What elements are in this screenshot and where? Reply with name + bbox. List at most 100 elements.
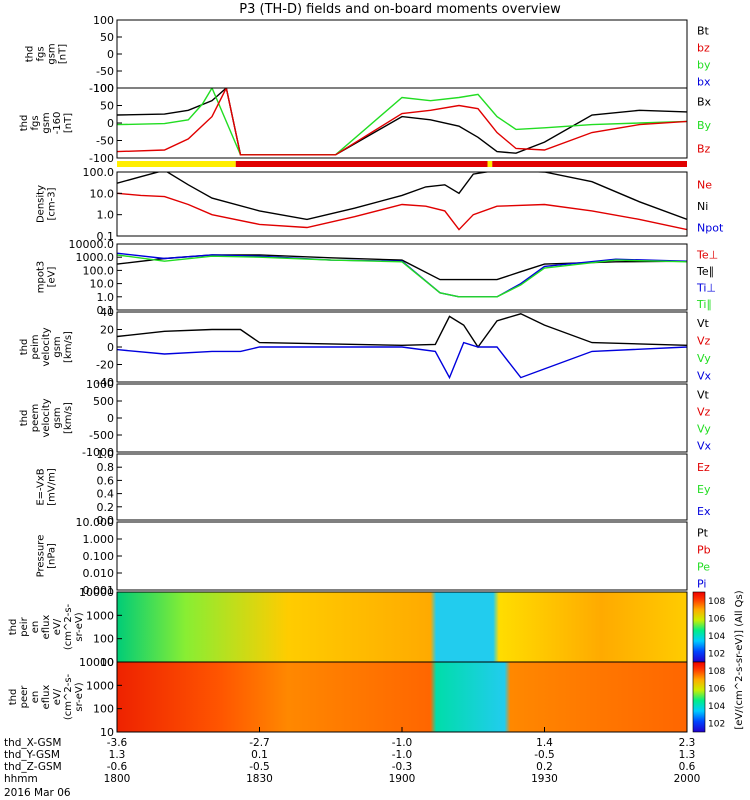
legend-Bt: Bt	[697, 25, 710, 38]
y-label-line: [km/s]	[63, 331, 74, 363]
x-row-label: thd_X-GSM	[4, 737, 61, 749]
y-label-line: fgs	[36, 46, 47, 61]
y-axis-label: Pressure [nPa]	[36, 535, 58, 578]
y-label-line: thd	[8, 619, 19, 636]
y-tick-label: 10.000	[76, 516, 115, 529]
series-Vt	[117, 313, 687, 349]
y-tick-label: 40	[100, 306, 114, 319]
x-tick-label: 1930	[531, 773, 558, 785]
y-tick-label: 100.0	[83, 264, 115, 277]
y-tick-label: 50	[100, 100, 114, 113]
x-tick-label: -2.7	[249, 737, 270, 749]
y-tick-label: -40	[96, 376, 114, 389]
panel-efield: 1.00.80.60.40.20.0 E=-VxB [mV/m] Ez Ey Ex	[36, 448, 711, 527]
quality-segment	[487, 161, 493, 167]
panel-fgs-gsm-160: 100 50 0 -50 -100 thd fgs gsm -160 [nT] Bx By Bz	[19, 82, 712, 165]
y-tick-label: 0.010	[83, 567, 115, 580]
colorbar-tick: 104	[708, 702, 725, 712]
y-axis-label: Density [cm-3]	[36, 185, 58, 223]
legend-Te⊥: Te⊥	[696, 248, 718, 261]
panel-frame	[116, 521, 688, 591]
y-label-line: gsm	[41, 112, 52, 133]
y-label-line: gsm	[52, 336, 63, 357]
legend-Ti⊥: Ti⊥	[696, 281, 716, 294]
y-tick-label: 0.8	[97, 461, 115, 474]
chart-title: P3 (TH-D) fields and on-board moments ov…	[239, 2, 561, 17]
panel-frame	[116, 19, 688, 89]
y-label-line: gsm	[47, 43, 58, 64]
y-label-line: sr-eV)	[74, 682, 85, 711]
y-tick-label: 1.000	[83, 533, 115, 546]
legend-Vx: Vx	[697, 440, 712, 453]
y-tick-label: -100	[89, 82, 114, 95]
y-label-line: E=-VxB	[36, 468, 47, 505]
legend-Ey: Ey	[697, 483, 711, 496]
y-tick-label: 50	[100, 31, 114, 44]
y-label-line: [nT]	[63, 113, 74, 133]
y-tick-label: 10	[100, 656, 114, 669]
y-label-line: thd	[19, 115, 30, 132]
y-tick-label: 20	[100, 324, 114, 337]
y-tick-label: 0.6	[97, 474, 115, 487]
x-tick-label: -0.5	[249, 761, 270, 773]
y-axis-label: thd peim velocity gsm [km/s]	[19, 327, 74, 366]
colorbar-strip	[692, 591, 706, 663]
x-tick-label: 1900	[389, 773, 416, 785]
legend-Vz: Vz	[697, 406, 711, 419]
x-tick-label: 1.3	[679, 749, 696, 761]
x-tick-label: -0.6	[107, 761, 128, 773]
x-row-label: 2016 Mar 06	[4, 787, 71, 799]
legend-By: By	[697, 119, 712, 132]
y-tick-label: 0.2	[97, 501, 115, 514]
y-axis-label: thd fgs gsm [nT]	[25, 43, 69, 64]
x-tick-label: 0.6	[679, 761, 696, 773]
y-tick-label: 10000	[79, 586, 114, 599]
y-tick-label: 10.0	[90, 278, 115, 291]
y-label-line: [mV/m]	[47, 468, 58, 506]
y-tick-label: 0	[107, 341, 114, 354]
panel-frame	[116, 171, 688, 237]
x-tick-label: 2.3	[679, 737, 696, 749]
y-axis-label: E=-VxB [mV/m]	[36, 468, 58, 506]
x-tick-label: 0.1	[251, 749, 268, 761]
y-axis-label: thd peir en eflux eV/(cm^2-s-sr-eV)	[8, 603, 85, 650]
x-row-label: thd_Y-GSM	[4, 749, 60, 761]
y-label-line: -160	[52, 112, 63, 135]
y-label-line: [cm-3]	[47, 187, 58, 220]
colorbar-label: [eV/(cm^2-s-sr-eV)] (All Qs)	[734, 590, 745, 729]
panel-peer-eflux: 10000 1000 100 10 thd peer en eflux eV/(cm^2-s-s…	[8, 656, 688, 739]
x-tick-label: -1.0	[392, 737, 413, 749]
panel-frame	[116, 453, 688, 521]
panel-fgs-gsm: 100 50 0 -50 -100 thd fgs gsm [nT] Bt bz by bx	[25, 14, 711, 95]
y-label-line: peir	[19, 616, 30, 636]
y-axis-label: mpot3 [eV]	[36, 261, 58, 294]
y-tick-label: -50	[96, 65, 114, 78]
y-tick-label: 100	[93, 14, 114, 27]
y-label-line: Pressure	[36, 535, 47, 578]
y-tick-label: 1000	[86, 609, 114, 622]
y-tick-label: -50	[96, 135, 114, 148]
panel-frame	[116, 383, 688, 453]
panel-peir-eflux: 10000 1000 100 10 thd peir en eflux eV/(cm^2-s-s…	[8, 586, 688, 669]
y-tick-label: 10000.0	[69, 238, 115, 251]
y-label-line: peim	[30, 334, 41, 359]
y-label-line: Density	[36, 185, 47, 223]
y-tick-label: 100.0	[83, 166, 115, 179]
y-tick-label: 10.0	[90, 187, 115, 200]
y-label-line: mpot3	[36, 261, 47, 294]
y-tick-label: 1000	[86, 679, 114, 692]
y-label-line: thd	[8, 689, 19, 706]
spectrogram-image	[117, 592, 687, 662]
y-label-line: eV/	[52, 618, 63, 635]
y-label-line: gsm	[52, 407, 63, 428]
colorbar-tick: 108	[708, 597, 725, 607]
panel-density: 100.0 10.0 1.0 0.1 Density [cm-3] Ne Ni Npot	[36, 166, 724, 243]
y-tick-label: -100	[89, 152, 114, 165]
quality-segment	[235, 161, 488, 167]
y-axis-label: thd fgs gsm -160 [nT]	[19, 112, 74, 135]
legend-Npot: Npot	[697, 221, 724, 234]
series-Ni	[117, 172, 687, 221]
